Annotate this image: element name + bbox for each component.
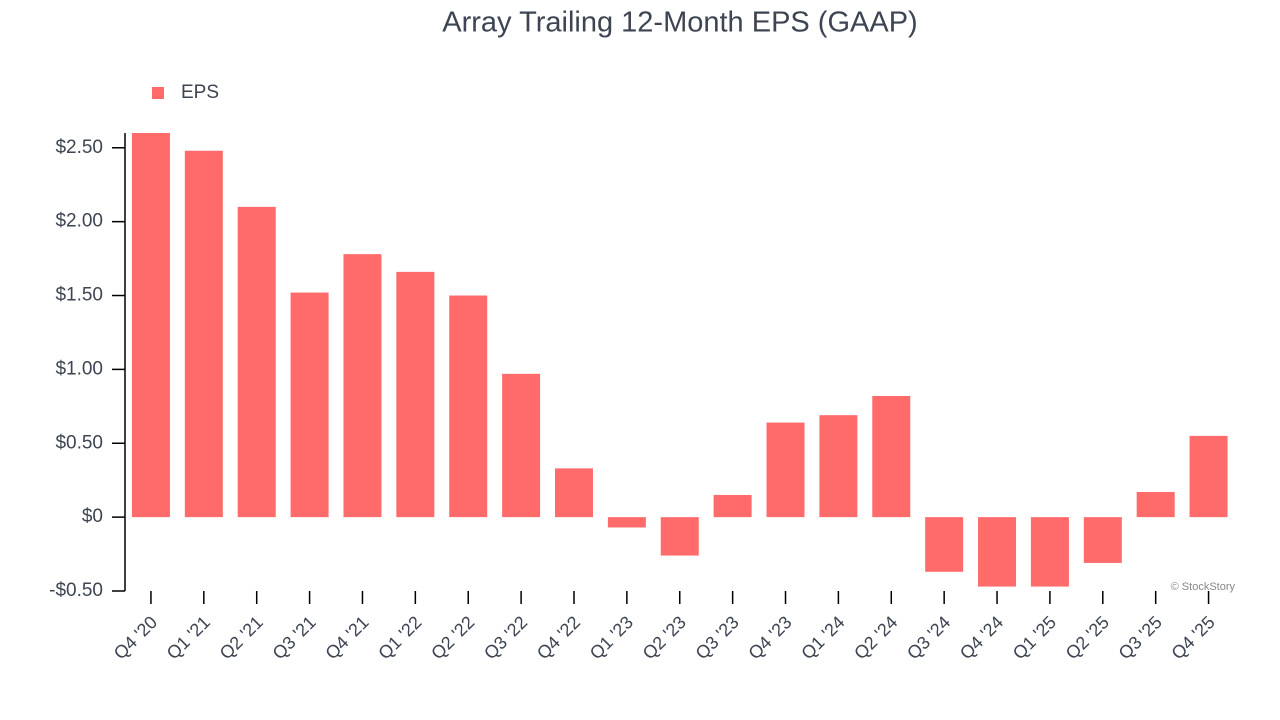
- bar: [184, 150, 223, 518]
- legend-label: EPS: [181, 82, 219, 103]
- bar: [396, 271, 435, 518]
- y-tick-label: $0.50: [55, 432, 103, 453]
- x-tick-label: Q2 '21: [216, 612, 267, 663]
- x-tick-label: Q4 '22: [533, 612, 584, 663]
- x-tick-label: Q4 '24: [956, 612, 1007, 663]
- watermark: © StockStory: [1171, 581, 1236, 593]
- bar: [237, 206, 276, 518]
- bar: [449, 295, 488, 518]
- chart-title: Array Trailing 12-Month EPS (GAAP): [442, 7, 917, 39]
- bar: [660, 517, 699, 556]
- bar: [607, 517, 646, 528]
- bar: [554, 468, 593, 518]
- bar: [978, 517, 1017, 587]
- x-tick-label: Q2 '25: [1062, 612, 1113, 663]
- bar: [713, 494, 752, 518]
- legend-swatch: [152, 87, 164, 99]
- x-tick-label: Q2 '24: [850, 612, 901, 663]
- x-tick-label: Q3 '24: [903, 612, 954, 663]
- bar: [290, 292, 329, 518]
- x-tick-label: Q4 '20: [110, 612, 161, 663]
- x-tick-label: Q1 '23: [586, 612, 637, 663]
- bar: [925, 517, 964, 572]
- y-tick-label: -$0.50: [49, 580, 103, 601]
- bar: [819, 415, 858, 518]
- x-tick-label: Q4 '25: [1167, 612, 1218, 663]
- y-tick-label: $0: [82, 506, 103, 527]
- bar: [131, 133, 170, 518]
- x-tick-label: Q4 '23: [744, 612, 795, 663]
- x-tick-label: Q1 '24: [797, 612, 848, 663]
- x-tick-label: Q3 '21: [269, 612, 320, 663]
- bar: [343, 254, 382, 518]
- bar: [1083, 517, 1122, 563]
- bar: [1189, 435, 1228, 518]
- x-tick-label: Q3 '25: [1115, 612, 1166, 663]
- x-tick-label: Q1 '21: [163, 612, 214, 663]
- x-tick-label: Q2 '23: [639, 612, 690, 663]
- x-tick-label: Q3 '23: [692, 612, 743, 663]
- y-tick-label: $1.50: [55, 285, 103, 306]
- x-tick-label: Q3 '22: [480, 612, 531, 663]
- bar: [766, 422, 805, 518]
- x-tick-label: Q2 '22: [427, 612, 478, 663]
- bar: [1030, 517, 1069, 587]
- x-tick-label: Q1 '25: [1009, 612, 1060, 663]
- bar: [872, 395, 911, 518]
- x-tick-label: Q4 '21: [321, 612, 372, 663]
- y-tick-label: $1.00: [55, 358, 103, 379]
- y-tick-label: $2.00: [55, 211, 103, 232]
- bar: [502, 373, 541, 518]
- y-tick-label: $2.50: [55, 137, 103, 158]
- bar: [1136, 492, 1175, 518]
- x-tick-label: Q1 '22: [374, 612, 425, 663]
